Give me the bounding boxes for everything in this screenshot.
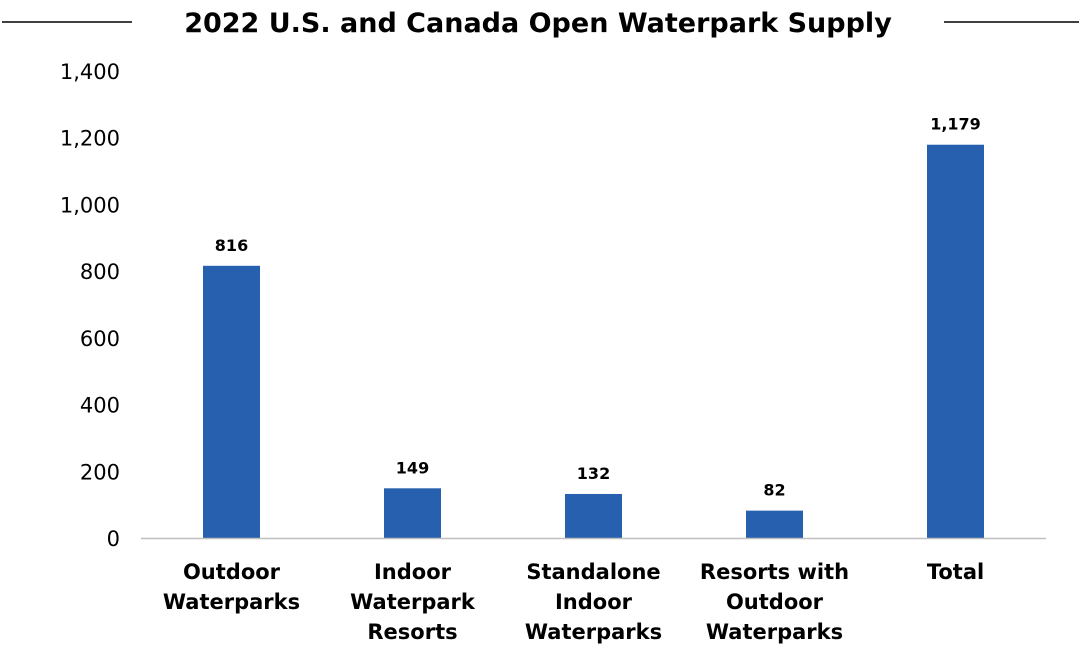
x-tick-label-line: Indoor xyxy=(555,590,633,614)
x-tick-label-line: Indoor xyxy=(374,560,452,584)
data-label: 82 xyxy=(763,481,785,500)
x-tick-label-line: Waterparks xyxy=(525,620,662,644)
x-tick-label-line: Outdoor xyxy=(726,590,824,614)
x-tick-label: Total xyxy=(927,560,984,584)
x-tick-label: Resorts with Outdoor Waterparks xyxy=(700,560,849,644)
bar xyxy=(927,144,984,538)
y-tick-label: 800 xyxy=(80,260,120,284)
data-label: 816 xyxy=(215,236,248,255)
data-label: 149 xyxy=(396,458,429,477)
bar xyxy=(384,488,441,538)
x-tick-label-line: Waterpark xyxy=(350,590,476,614)
y-tick-label: 0 xyxy=(107,527,120,551)
x-axis: Outdoor Waterparks Indoor Waterpark Resorts S… xyxy=(163,560,984,644)
y-tick-label: 200 xyxy=(80,460,120,484)
y-tick-label: 1,200 xyxy=(60,127,120,151)
x-tick-label: Indoor Waterpark Resorts xyxy=(350,560,476,644)
y-tick-label: 600 xyxy=(80,327,120,351)
x-tick-label-line: Resorts with xyxy=(700,560,849,584)
x-tick-label-line: Standalone xyxy=(526,560,660,584)
y-tick-label: 1,400 xyxy=(60,60,120,84)
x-tick-label: Standalone Indoor Waterparks xyxy=(525,560,662,644)
x-tick-label-line: Total xyxy=(927,560,984,584)
chart-title: 2022 U.S. and Canada Open Waterpark Supp… xyxy=(184,8,892,39)
bars xyxy=(203,144,984,538)
x-tick-label: Outdoor Waterparks xyxy=(163,560,300,614)
bar xyxy=(746,510,803,538)
data-label: 1,179 xyxy=(930,115,981,134)
data-label: 132 xyxy=(577,464,610,483)
y-tick-label: 1,000 xyxy=(60,193,120,217)
x-tick-label-line: Waterparks xyxy=(163,590,300,614)
y-tick-label: 400 xyxy=(80,394,120,418)
x-tick-label-line: Outdoor xyxy=(183,560,281,584)
x-tick-label-line: Resorts xyxy=(367,620,457,644)
bar xyxy=(203,265,260,538)
x-tick-label-line: Waterparks xyxy=(706,620,843,644)
y-axis: 0 200 400 600 800 1,000 1,200 1,400 xyxy=(60,60,120,551)
data-labels: 816 149 132 82 1,179 xyxy=(215,115,981,500)
bar xyxy=(565,493,622,538)
